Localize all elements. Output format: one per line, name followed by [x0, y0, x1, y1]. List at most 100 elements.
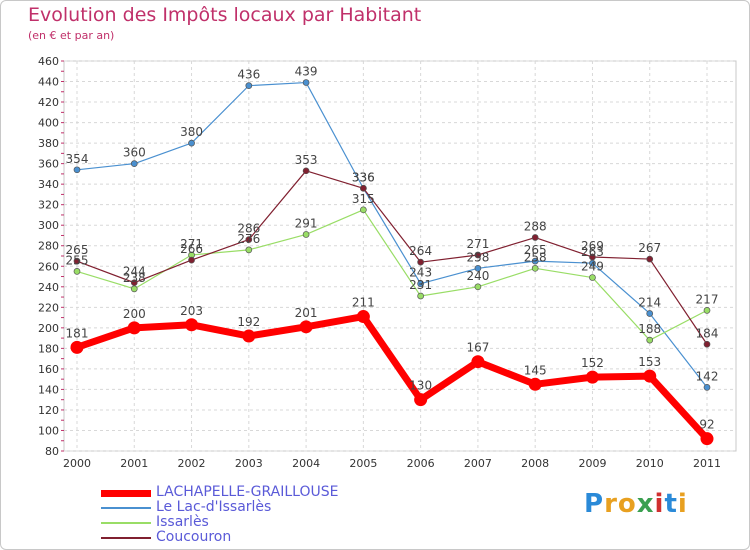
- data-label: 200: [123, 307, 146, 321]
- data-point: [417, 292, 424, 300]
- y-tick-label: 320: [38, 199, 59, 212]
- data-label: 315: [352, 192, 375, 206]
- data-point: [528, 377, 542, 391]
- data-point: [531, 264, 539, 272]
- data-point: [589, 274, 596, 281]
- logo-letter: t: [664, 489, 678, 519]
- data-label: 380: [180, 125, 203, 139]
- x-tick-label: 2003: [235, 457, 263, 470]
- y-tick-label: 120: [38, 404, 59, 417]
- data-point: [127, 321, 141, 335]
- data-point: [356, 310, 370, 324]
- plot-border: [63, 60, 737, 452]
- legend-label: Issarlès: [156, 514, 209, 530]
- data-label: 264: [409, 244, 432, 258]
- logo-letter: i: [677, 489, 688, 519]
- data-label: 188: [638, 322, 661, 336]
- data-label: 145: [524, 363, 547, 377]
- data-point: [646, 255, 654, 263]
- y-tick-label: 100: [38, 424, 59, 437]
- data-point: [646, 310, 654, 317]
- series-line: [76, 81, 708, 388]
- data-label: 142: [696, 369, 719, 383]
- data-point: [700, 432, 714, 446]
- data-point: [703, 384, 711, 391]
- data-label: 286: [237, 222, 260, 236]
- data-label: 439: [295, 65, 318, 79]
- line-chart: 80 100 120 140 160 180 200 220 240 260 280 300 320 34…: [38, 55, 737, 470]
- data-point: [302, 167, 310, 175]
- data-label: 353: [295, 153, 318, 167]
- data-label: 249: [581, 260, 604, 274]
- legend-label: Coucouron: [156, 529, 232, 545]
- x-tick-label: 2009: [578, 457, 606, 470]
- data-label: 238: [123, 271, 146, 285]
- data-point: [302, 231, 310, 238]
- data-label: 192: [237, 315, 260, 329]
- data-point: [474, 251, 482, 259]
- logo-letter: x: [636, 489, 655, 519]
- x-tick-label: 2011: [693, 457, 721, 470]
- data-label: 258: [524, 250, 547, 264]
- data-label: 336: [352, 170, 375, 184]
- data-point: [471, 355, 485, 369]
- data-point: [414, 393, 428, 407]
- series-layer: [70, 79, 714, 446]
- x-tick-label: 2007: [464, 457, 492, 470]
- data-label: 92: [699, 418, 714, 432]
- x-tick-label: 2000: [63, 457, 91, 470]
- data-label: 167: [466, 341, 489, 355]
- data-point: [73, 257, 81, 265]
- data-label: 276: [237, 232, 260, 246]
- x-tick-label: 2006: [407, 457, 435, 470]
- legend-swatch: [101, 537, 151, 539]
- data-label: 265: [524, 243, 547, 257]
- data-point: [70, 340, 84, 354]
- data-label: 211: [352, 296, 375, 310]
- data-point: [417, 280, 424, 288]
- y-tick-label: 240: [38, 281, 59, 294]
- data-label: 336: [352, 170, 375, 184]
- legend-label: LACHAPELLE-GRAILLOUSE: [156, 484, 339, 500]
- data-label: 436: [237, 68, 260, 82]
- data-point: [188, 139, 195, 147]
- series-line: [76, 209, 708, 341]
- data-point: [245, 236, 253, 243]
- x-tick-label: 2004: [292, 457, 320, 470]
- data-label: 354: [66, 152, 89, 166]
- data-label: 203: [180, 304, 203, 318]
- data-point: [474, 264, 482, 272]
- data-point: [185, 318, 199, 332]
- series-line: [76, 170, 708, 345]
- data-label: 263: [581, 245, 604, 259]
- data-point: [130, 285, 138, 293]
- data-point: [302, 79, 310, 86]
- y-tick-label: 360: [38, 158, 59, 171]
- data-label: 184: [696, 326, 719, 340]
- data-point: [646, 336, 654, 344]
- y-tick-label: 260: [38, 260, 59, 273]
- grid: [63, 60, 737, 452]
- data-label: 214: [638, 295, 661, 309]
- legend-swatch: [101, 507, 151, 509]
- data-label: 244: [123, 265, 146, 279]
- axes: 80 100 120 140 160 180 200 220 240 260 280 300 320 34…: [38, 55, 721, 470]
- y-tick-label: 180: [38, 342, 59, 355]
- data-label: 266: [180, 242, 203, 256]
- data-point: [703, 340, 711, 348]
- y-tick-label: 280: [38, 240, 59, 253]
- y-tick-label: 420: [38, 96, 59, 109]
- data-label: 291: [295, 216, 318, 230]
- y-tick-label: 300: [38, 219, 59, 232]
- y-tick-label: 80: [45, 445, 59, 458]
- proxiti-logo: Proxiti: [584, 489, 688, 519]
- data-label: 269: [581, 239, 604, 253]
- data-point: [245, 246, 253, 254]
- x-tick-label: 2010: [636, 457, 664, 470]
- data-label: 231: [409, 278, 432, 292]
- data-point: [531, 234, 539, 241]
- y-tick-label: 200: [38, 322, 59, 335]
- data-point: [589, 253, 596, 261]
